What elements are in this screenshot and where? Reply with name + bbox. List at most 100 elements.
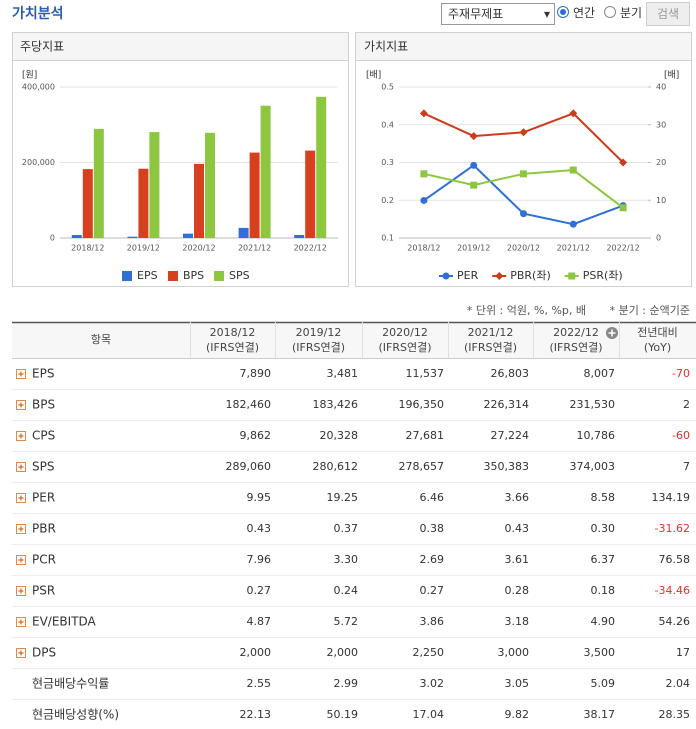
cell-value: 10,786	[577, 429, 616, 442]
y-tick-label: 200,000	[22, 158, 55, 167]
note: * 단위 : 억원, %, %p, 배	[467, 304, 586, 317]
cell-value: 374,003	[570, 460, 616, 473]
column-header: 항목	[91, 333, 111, 346]
cell-value: 3.66	[505, 491, 530, 504]
row-label: BPS	[32, 398, 55, 412]
row-label: CPS	[32, 429, 55, 443]
row-label: 현금배당성향(%)	[32, 708, 119, 722]
cell-value: 17.04	[413, 708, 445, 721]
yoy-value: 7	[683, 460, 690, 473]
bar	[138, 168, 149, 238]
y-tick-label: 0	[50, 234, 55, 243]
marker	[495, 272, 504, 280]
column-header: 2019/12	[296, 326, 342, 339]
search-button[interactable]: 검색	[646, 2, 690, 26]
cell-value: 20,328	[320, 429, 359, 442]
bar	[294, 234, 305, 238]
row-label: EV/EBITDA	[32, 615, 97, 629]
cell-value: 3.30	[334, 553, 359, 566]
dropdown-arrow: ▾	[543, 7, 550, 21]
cell-value: 0.43	[247, 522, 272, 535]
expand-icon-plus	[18, 495, 24, 501]
bar	[127, 236, 138, 238]
cell-value: 9.95	[247, 491, 272, 504]
expand-icon-plus	[18, 371, 24, 377]
cell-value: 0.43	[505, 522, 530, 535]
cell-value: 0.37	[334, 522, 359, 535]
cell-value: 196,350	[399, 398, 445, 411]
expand-icon-plus	[608, 329, 616, 337]
marker	[569, 220, 577, 228]
radio-checked[interactable]	[557, 6, 569, 18]
y-tick-label: 0.3	[381, 158, 394, 167]
marker	[519, 128, 528, 137]
x-tick-label: 2018/12	[407, 244, 440, 253]
expand-icon-plus	[18, 588, 24, 594]
column-header: 전년대비	[637, 326, 677, 339]
column-header: (YoY)	[644, 341, 671, 354]
cell-value: 231,530	[570, 398, 616, 411]
y2-tick-label: 20	[656, 158, 666, 167]
expand-icon-plus	[18, 526, 24, 532]
marker	[470, 161, 478, 169]
expand-icon-plus	[18, 433, 24, 439]
bar	[249, 152, 260, 238]
cell-value: 0.38	[420, 522, 445, 535]
column-header: (IFRS연결)	[206, 341, 259, 354]
cell-value: 2,250	[413, 646, 445, 659]
marker	[569, 166, 577, 174]
x-tick-label: 2021/12	[557, 244, 590, 253]
note: * 분기 : 순액기준	[610, 304, 690, 317]
y2-tick-label: 30	[656, 120, 666, 129]
cell-value: 0.28	[505, 584, 530, 597]
bar	[149, 132, 160, 238]
y-tick-label: 400,000	[22, 83, 55, 92]
row-label: EPS	[32, 367, 54, 381]
panel-header	[356, 33, 691, 60]
legend-swatch	[168, 271, 178, 281]
marker	[619, 158, 628, 167]
cell-value: 19.25	[327, 491, 359, 504]
row-label: PER	[32, 491, 55, 505]
radio-label: 연간	[573, 6, 596, 20]
column-header: 2021/12	[468, 326, 514, 339]
yoy-value: 76.58	[659, 553, 691, 566]
marker	[520, 210, 527, 218]
dropdown[interactable]: 주재무제표 ▾	[441, 3, 555, 25]
legend-label: PSR(좌)	[583, 269, 623, 282]
expand-icon-plus	[18, 464, 24, 470]
column-header: (IFRS연결)	[378, 341, 431, 354]
column-header: 2018/12	[210, 326, 256, 339]
cell-value: 6.46	[420, 491, 445, 504]
cell-value: 0.18	[591, 584, 616, 597]
page-title: 가치분석	[12, 6, 64, 22]
cell-value: 2.69	[420, 553, 445, 566]
row-label: SPS	[32, 460, 54, 474]
cell-value: 26,803	[491, 367, 530, 380]
x-tick-label: 2019/12	[457, 244, 490, 253]
cell-value: 7.96	[247, 553, 272, 566]
x-tick-label: 2022/12	[294, 244, 327, 253]
cell-value: 4.87	[247, 615, 272, 628]
column-header: 2022/12	[553, 326, 599, 339]
cell-value: 3.61	[505, 553, 530, 566]
marker	[420, 196, 428, 204]
cell-value: 2,000	[327, 646, 359, 659]
cell-value: 0.24	[334, 584, 359, 597]
y-tick-label: 0.2	[381, 196, 394, 205]
bar	[93, 128, 104, 238]
yoy-value: 54.26	[659, 615, 691, 628]
yoy-value: 2.04	[666, 677, 691, 690]
expand-icon-plus	[18, 619, 24, 625]
bar	[260, 105, 271, 239]
cell-value: 22.13	[240, 708, 272, 721]
cell-value: 3.86	[420, 615, 445, 628]
row-label: 현금배당수익률	[32, 677, 109, 691]
y-axis-label: [원]	[22, 70, 37, 81]
cell-value: 7,890	[240, 367, 272, 380]
cell-value: 3,500	[584, 646, 616, 659]
radio[interactable]	[604, 6, 616, 18]
cell-value: 9,862	[240, 429, 272, 442]
expand-icon-plus	[18, 650, 24, 656]
cell-value: 3,000	[498, 646, 530, 659]
